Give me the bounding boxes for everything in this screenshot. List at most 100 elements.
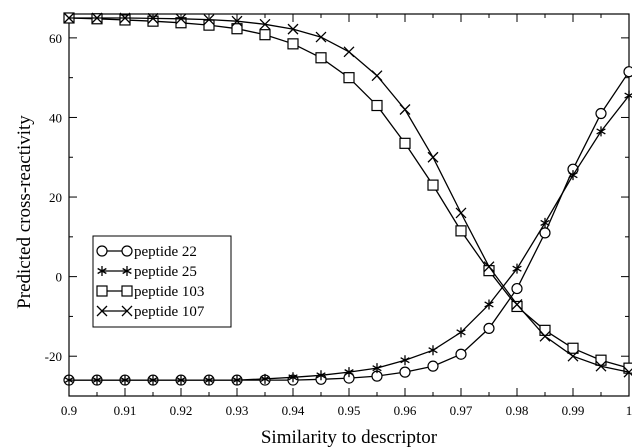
x-tick-label: 0.98: [506, 403, 529, 418]
y-axis-title: Predicted cross-reactivity: [14, 115, 35, 309]
y-tick-label: 40: [49, 110, 62, 125]
x-tick-label: 0.96: [394, 403, 417, 418]
x-tick-label: 0.97: [450, 403, 473, 418]
x-tick-label: 0.93: [226, 403, 249, 418]
legend-item: peptide 25: [97, 264, 197, 280]
data-point: [483, 322, 495, 334]
series-2: [64, 90, 632, 386]
data-point: [231, 23, 243, 35]
data-point: [119, 12, 131, 24]
data-point: [428, 345, 438, 356]
data-point: [399, 366, 411, 378]
data-point: [287, 23, 299, 35]
data-point: [483, 261, 495, 273]
data-point: [623, 362, 632, 374]
legend-label: peptide 107: [134, 304, 205, 320]
data-point: [316, 370, 326, 381]
data-point: [344, 367, 354, 378]
legend-label: peptide 22: [134, 244, 197, 260]
x-tick-label: 0.99: [562, 403, 585, 418]
legend-marker: [121, 305, 133, 317]
y-tick-label: 60: [49, 31, 62, 46]
data-point: [92, 375, 102, 386]
data-point: [119, 14, 131, 26]
legend-label: peptide 25: [134, 264, 197, 280]
data-point: [595, 354, 607, 366]
data-point: [456, 327, 466, 338]
data-point: [595, 360, 607, 372]
data-point: [427, 360, 439, 372]
x-tick-label: 0.95: [338, 403, 361, 418]
data-point: [371, 70, 383, 82]
data-point: [343, 46, 355, 58]
data-point: [63, 12, 75, 24]
data-point: [623, 366, 632, 378]
x-tick-label: 0.94: [282, 403, 305, 418]
data-point: [427, 151, 439, 163]
data-point: [511, 300, 523, 313]
plot-frame: [68, 13, 630, 397]
y-tick-label: 0: [56, 270, 63, 285]
y-tick-label: 20: [49, 190, 62, 205]
data-point: [148, 375, 158, 386]
data-point: [455, 207, 467, 219]
legend-item: peptide 22: [96, 244, 197, 260]
legend-marker: [96, 285, 108, 297]
data-point: [204, 375, 214, 386]
legend-marker: [121, 285, 133, 297]
data-point: [175, 17, 187, 29]
data-point: [623, 66, 632, 78]
data-point: [595, 107, 607, 120]
data-point: [596, 126, 606, 137]
data-point: [287, 38, 299, 50]
data-point: [259, 29, 271, 41]
data-point: [175, 13, 187, 25]
x-tick-label: 0.92: [170, 403, 193, 418]
legend-item: peptide 107: [96, 304, 205, 320]
data-point: [120, 375, 130, 386]
series-4: [63, 12, 632, 378]
data-point: [203, 14, 215, 26]
x-tick-label: 0.9: [61, 403, 77, 418]
data-point: [568, 170, 578, 181]
data-point: [539, 324, 551, 336]
data-point: [315, 31, 327, 43]
data-point: [511, 282, 523, 295]
data-point: [91, 12, 103, 24]
legend-marker: [97, 266, 107, 276]
data-point: [288, 372, 298, 383]
data-point: [343, 72, 355, 84]
legend-marker: [121, 245, 133, 257]
legend-marker: [96, 305, 108, 317]
data-point: [232, 375, 242, 386]
x-tick-label: 1: [626, 403, 632, 418]
data-point: [427, 179, 439, 191]
data-point: [399, 104, 411, 115]
data-point: [203, 19, 215, 31]
data-point: [512, 263, 522, 274]
data-point: [567, 342, 579, 354]
data-point: [231, 15, 243, 27]
legend-label: peptide 103: [134, 284, 204, 300]
data-point: [400, 355, 410, 366]
y-axis-ticks: -20 0 20 40 60: [45, 31, 629, 397]
x-axis-ticks: 0.9 0.91 0.92 0.93 0.94 0.95 0.96 0.97 0.98 0.99 1: [61, 14, 632, 418]
data-point: [147, 15, 159, 27]
legend-marker: [96, 245, 108, 257]
data-point: [567, 350, 579, 362]
x-axis-title: Similarity to descriptor: [261, 427, 438, 448]
data-point: [64, 375, 74, 386]
legend: peptide 22 peptide 25 peptide 103 peptide 1…: [92, 235, 232, 328]
data-point: [371, 99, 383, 112]
data-point: [372, 363, 382, 374]
data-point: [455, 348, 467, 360]
data-point: [259, 18, 271, 30]
data-point: [399, 137, 411, 149]
series-3: [63, 12, 632, 374]
data-point: [539, 330, 551, 342]
legend-marker: [122, 266, 132, 276]
series-layer: [63, 12, 632, 386]
data-point: [147, 12, 159, 24]
